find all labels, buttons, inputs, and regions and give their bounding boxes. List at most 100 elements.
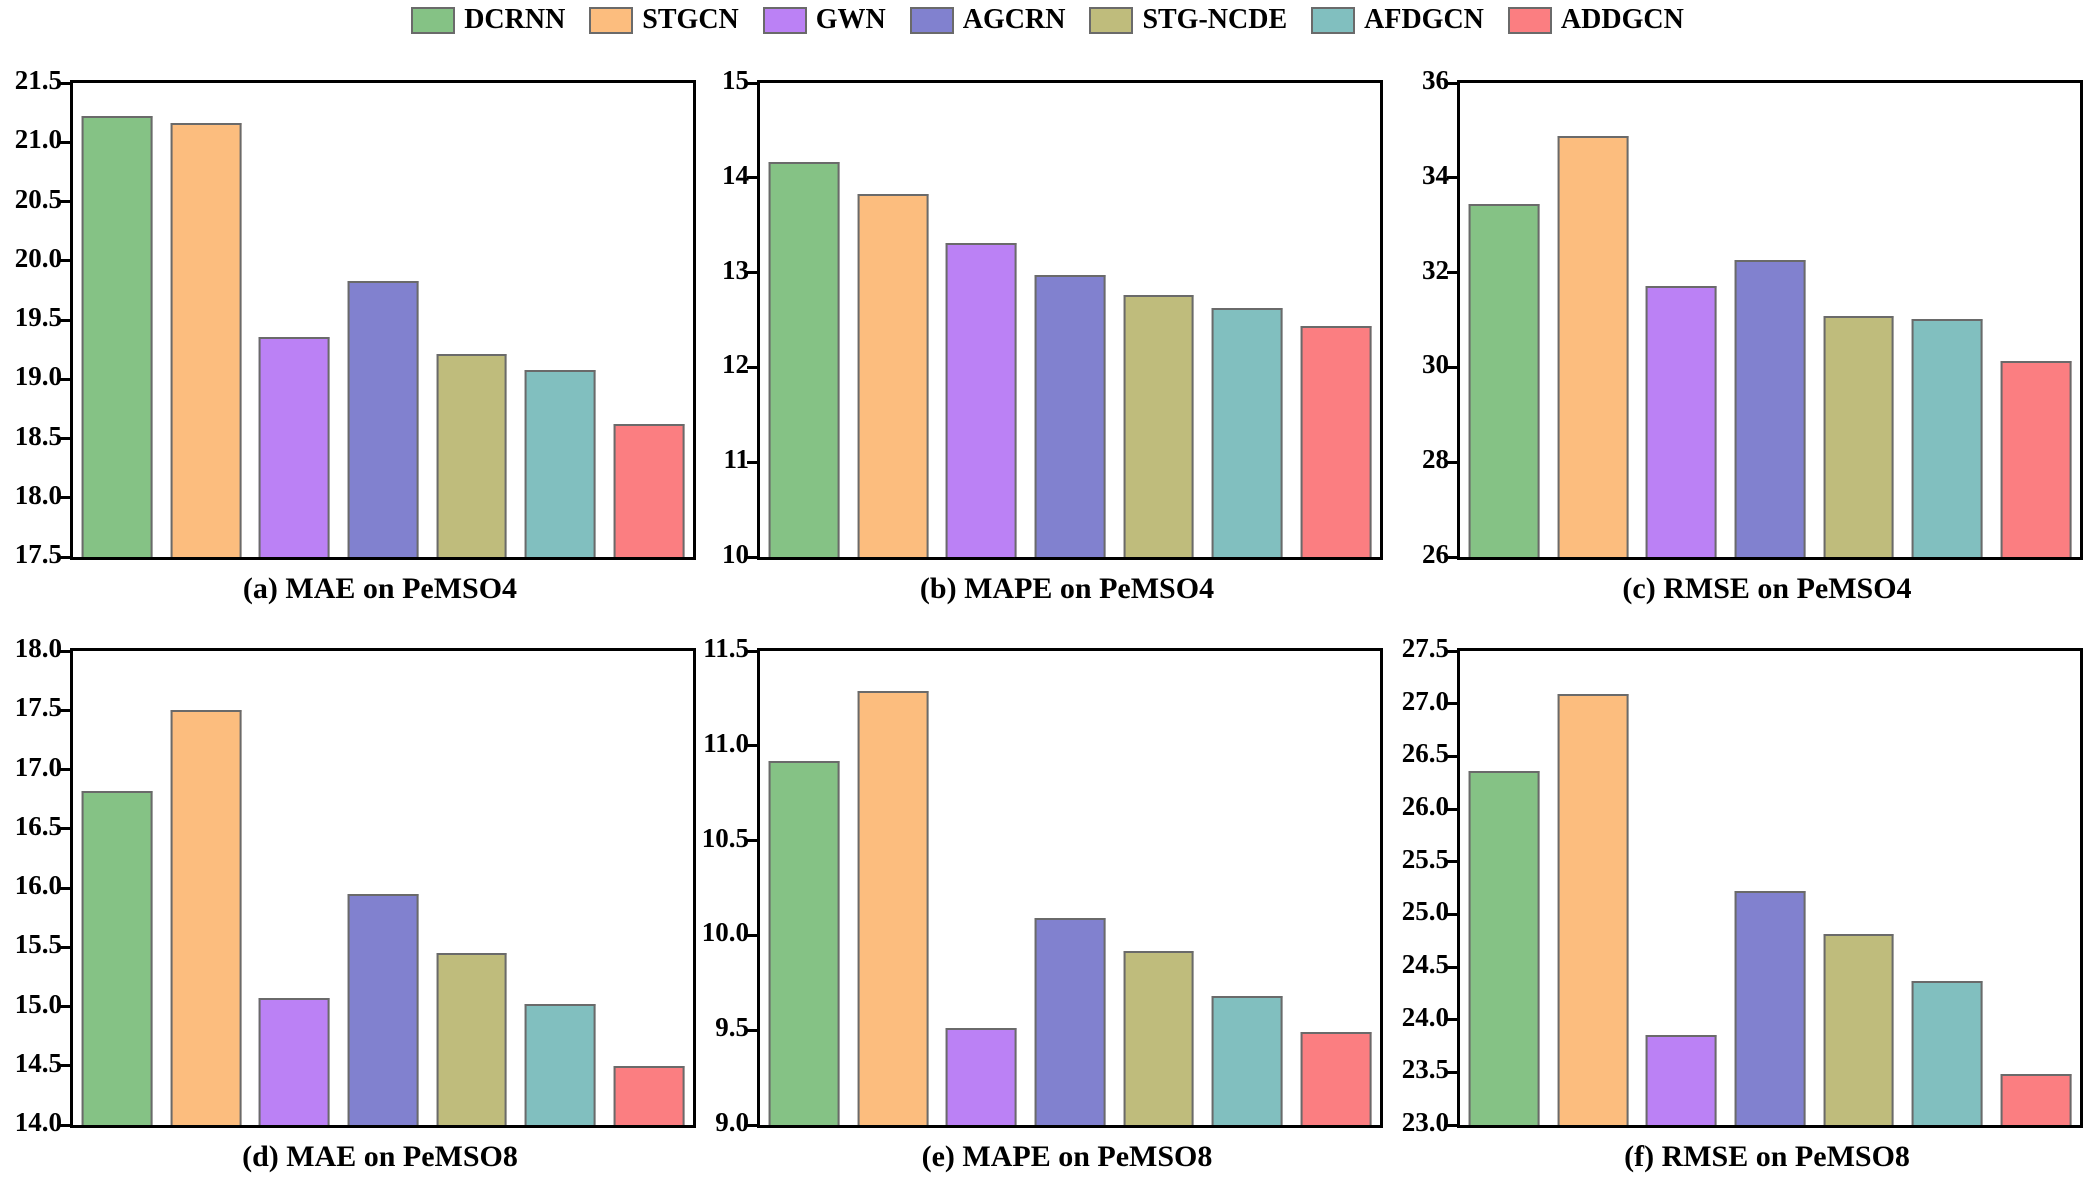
- y-tick-label: 30: [1422, 349, 1449, 380]
- y-tick-label: 21.5: [14, 65, 62, 95]
- plot-area: [1447, 648, 2083, 1128]
- subplot-f-rmse-pemso8: 23.0 23.5 24.0 24.5 25.0 25.5 26.0 26.5 27.0 27.5…: [1395, 634, 2085, 1184]
- y-tick-mark: [1447, 1018, 1457, 1022]
- legend-item-stg-ncde: STG-NCDE: [1089, 6, 1287, 34]
- y-tick-mark: [1447, 271, 1457, 275]
- bar-stg-ncde: [436, 354, 507, 557]
- legend-swatch-icon: [762, 6, 807, 34]
- y-tick-mark: [1447, 860, 1457, 864]
- legend-label: AGCRN: [962, 4, 1066, 35]
- bar-dcrnn: [81, 116, 153, 557]
- bar-dcrnn: [1468, 771, 1540, 1125]
- legend-swatch-icon: [589, 6, 634, 34]
- legend-label: ADDGCN: [1560, 4, 1684, 35]
- bar-gwn: [259, 998, 330, 1125]
- y-tick-mark: [60, 259, 70, 263]
- legend-label: STG-NCDE: [1142, 4, 1288, 35]
- y-tick-label: 20.0: [14, 242, 62, 273]
- y-tick-mark: [747, 1028, 757, 1032]
- bar-agcrn: [1034, 275, 1106, 557]
- y-axis-tick-labels: 9.0 9.5 10.0 10.5 11.0 11.5: [695, 634, 749, 1136]
- plot-area: [747, 648, 1383, 1128]
- y-tick-mark: [747, 649, 757, 653]
- legend-label: GWN: [815, 4, 886, 35]
- legend-swatch-icon: [1507, 6, 1552, 34]
- y-tick-label: 10.5: [701, 822, 749, 853]
- y-tick-mark: [747, 744, 757, 748]
- plot-area: [60, 648, 696, 1128]
- y-tick-label: 10: [722, 539, 749, 569]
- bar-gwn: [1646, 285, 1717, 557]
- y-tick-label: 10.0: [701, 917, 749, 948]
- legend-item-afdgcn: AFDGCN: [1311, 6, 1484, 34]
- y-tick-label: 18.0: [14, 633, 62, 663]
- bar-dcrnn: [81, 790, 153, 1125]
- bar-afdgcn: [1211, 307, 1283, 557]
- bar-gwn: [259, 336, 330, 557]
- y-tick-label: 23.5: [1401, 1054, 1449, 1085]
- bar-agcrn: [347, 893, 419, 1125]
- bar-addgcn: [613, 1065, 685, 1125]
- y-tick-mark: [747, 81, 757, 85]
- y-tick-label: 26.0: [1401, 791, 1449, 821]
- bar-afdgcn: [524, 369, 596, 557]
- y-tick-mark: [1447, 754, 1457, 758]
- y-tick-mark: [1447, 176, 1457, 180]
- legend-label: DCRNN: [464, 4, 566, 35]
- subplot-e-mape-pemso8: 9.0 9.5 10.0 10.5 11.0 11.5 (e) MAPE on PeMSO…: [695, 634, 1385, 1184]
- subplot-caption: (a) MAE on PeMSO4: [242, 572, 518, 605]
- bar-agcrn: [1734, 891, 1806, 1125]
- bar-afdgcn: [1911, 318, 1983, 557]
- bar-addgcn: [2000, 360, 2072, 557]
- y-axis-tick-labels: 14.0 14.5 15.0 15.5 16.0 16.5 17.0 17.5 18.0: [8, 634, 62, 1136]
- y-tick-label: 17.5: [14, 539, 62, 569]
- bar-stgcn: [1557, 694, 1629, 1125]
- y-tick-mark: [60, 437, 70, 440]
- bar-stg-ncde: [1823, 315, 1894, 557]
- bar-agcrn: [1034, 918, 1106, 1125]
- y-tick-label: 25.0: [1401, 896, 1449, 927]
- subplot-c-rmse-pemso4: 26 28 30 32 34 36 (c) RMSE on PeMSO4: [1395, 66, 2085, 640]
- y-tick-mark: [747, 176, 757, 180]
- y-tick-label: 26.5: [1401, 738, 1449, 769]
- y-tick-label: 15: [722, 65, 749, 95]
- bar-stgcn: [1557, 135, 1629, 557]
- y-tick-label: 11: [723, 444, 749, 475]
- bar-stgcn: [857, 193, 929, 557]
- y-tick-label: 26: [1422, 539, 1449, 569]
- y-tick-mark: [60, 708, 70, 712]
- legend-item-addgcn: ADDGCN: [1507, 4, 1684, 35]
- y-tick-mark: [1447, 965, 1457, 969]
- y-tick-label: 12: [722, 349, 749, 380]
- y-axis-tick-labels: 17.5 18.0 18.5 19.0 19.5 20.0 20.5 21.0 21.5: [8, 66, 62, 568]
- y-tick-label: 20.5: [14, 183, 62, 214]
- bar-afdgcn: [524, 1004, 596, 1125]
- subplot-caption: (e) MAPE on PeMSO8: [921, 1140, 1213, 1173]
- bar-gwn: [1646, 1035, 1717, 1125]
- y-tick-mark: [747, 460, 757, 464]
- y-tick-mark: [1447, 555, 1457, 559]
- bar-gwn: [946, 243, 1017, 557]
- y-tick-label: 19.0: [14, 361, 62, 392]
- y-tick-mark: [60, 496, 70, 500]
- legend-swatch-icon: [1311, 6, 1356, 34]
- bar-stg-ncde: [1823, 934, 1894, 1125]
- y-axis-tick-labels: 23.0 23.5 24.0 24.5 25.0 25.5 26.0 26.5 27.0 27.5: [1395, 634, 1449, 1136]
- subplot-d-mae-pemso8: 14.0 14.5 15.0 15.5 16.0 16.5 17.0 17.5 18.0 (d)…: [8, 634, 698, 1184]
- legend-item-gwn: GWN: [762, 4, 886, 35]
- bar-dcrnn: [1468, 204, 1540, 557]
- subplot-caption: (c) RMSE on PeMSO4: [1622, 572, 1912, 605]
- bar-stg-ncde: [436, 953, 507, 1125]
- bar-addgcn: [2000, 1074, 2072, 1125]
- bar-agcrn: [347, 280, 419, 557]
- y-tick-label: 34: [1422, 159, 1449, 190]
- y-tick-mark: [60, 377, 70, 381]
- y-tick-mark: [60, 1123, 70, 1127]
- y-tick-mark: [60, 318, 70, 322]
- legend-swatch-icon: [411, 6, 456, 34]
- y-tick-label: 27.0: [1401, 685, 1449, 716]
- legend-item-stgcn: STGCN: [589, 6, 739, 34]
- y-tick-label: 9.0: [715, 1107, 749, 1137]
- y-tick-mark: [1447, 365, 1457, 369]
